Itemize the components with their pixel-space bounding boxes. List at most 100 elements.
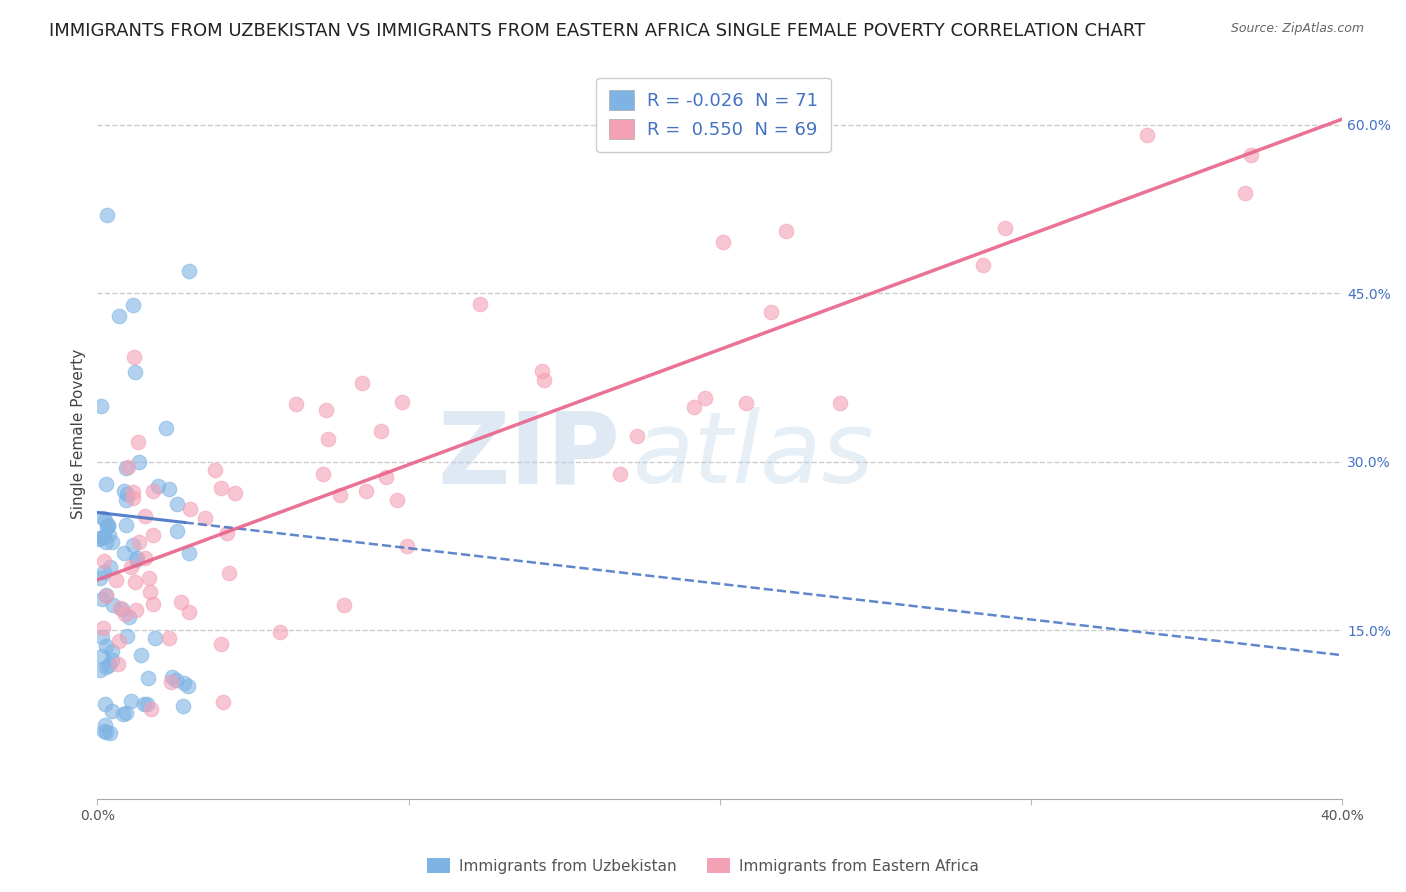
Point <box>94 535 117 549</box>
Point <box>134 550 156 565</box>
Point <box>96 589 118 603</box>
Point <box>759 304 782 318</box>
Point <box>89 663 111 677</box>
Point <box>142 597 165 611</box>
Legend: R = -0.026  N = 71, R =  0.550  N = 69: R = -0.026 N = 71, R = 0.550 N = 69 <box>596 78 831 152</box>
Point <box>100 644 122 658</box>
Point <box>127 435 149 450</box>
Point <box>124 575 146 590</box>
Point <box>159 675 181 690</box>
Point <box>711 235 734 249</box>
Point <box>93 553 115 567</box>
Point <box>316 432 339 446</box>
Point <box>775 224 797 238</box>
Point <box>89 531 111 545</box>
Text: IMMIGRANTS FROM UZBEKISTAN VS IMMIGRANTS FROM EASTERN AFRICA SINGLE FEMALE POVER: IMMIGRANTS FROM UZBEKISTAN VS IMMIGRANTS… <box>49 22 1146 40</box>
Point <box>91 649 114 664</box>
Point <box>224 486 246 500</box>
Point <box>98 657 121 672</box>
Point <box>135 697 157 711</box>
Point <box>125 553 148 567</box>
Point <box>114 607 136 621</box>
Point <box>994 220 1017 235</box>
Point <box>121 484 143 499</box>
Point <box>100 535 122 549</box>
Point <box>1136 128 1159 142</box>
Point <box>626 429 648 443</box>
Point <box>118 610 141 624</box>
Point <box>165 673 187 688</box>
Point <box>209 636 232 650</box>
Point <box>217 525 239 540</box>
Point <box>285 397 308 411</box>
Point <box>93 723 115 738</box>
Point <box>139 584 162 599</box>
Point <box>115 492 138 507</box>
Point <box>177 264 200 278</box>
Point <box>93 565 115 579</box>
Point <box>122 538 145 552</box>
Point <box>315 402 337 417</box>
Point <box>157 631 180 645</box>
Point <box>332 598 354 612</box>
Point <box>96 519 118 533</box>
Point <box>98 560 121 574</box>
Point <box>179 605 201 619</box>
Point <box>166 497 188 511</box>
Legend: Immigrants from Uzbekistan, Immigrants from Eastern Africa: Immigrants from Uzbekistan, Immigrants f… <box>420 852 986 880</box>
Point <box>94 588 117 602</box>
Point <box>112 546 135 560</box>
Point <box>312 467 335 481</box>
Point <box>609 467 631 481</box>
Point <box>90 630 112 644</box>
Point <box>160 670 183 684</box>
Point <box>94 660 117 674</box>
Point <box>114 483 136 498</box>
Point <box>179 502 201 516</box>
Point <box>157 482 180 496</box>
Point <box>101 598 124 612</box>
Point <box>1240 148 1263 162</box>
Point <box>91 510 114 524</box>
Point <box>115 629 138 643</box>
Point <box>101 653 124 667</box>
Point <box>96 208 118 222</box>
Point <box>352 376 374 391</box>
Point <box>735 396 758 410</box>
Point <box>391 395 413 409</box>
Point <box>122 491 145 505</box>
Point <box>98 528 121 542</box>
Point <box>129 648 152 662</box>
Point <box>209 481 232 495</box>
Point <box>107 309 129 323</box>
Point <box>128 535 150 549</box>
Point <box>115 460 138 475</box>
Point <box>172 699 194 714</box>
Point <box>218 566 240 580</box>
Point <box>177 546 200 560</box>
Point <box>134 508 156 523</box>
Point <box>128 455 150 469</box>
Point <box>170 595 193 609</box>
Point <box>94 697 117 711</box>
Point <box>91 621 114 635</box>
Point <box>117 460 139 475</box>
Point <box>395 539 418 553</box>
Point <box>97 519 120 533</box>
Point <box>533 373 555 387</box>
Point <box>142 528 165 542</box>
Point <box>142 484 165 499</box>
Point <box>972 258 994 272</box>
Text: ZIP: ZIP <box>437 408 620 504</box>
Point <box>132 697 155 711</box>
Point <box>114 518 136 533</box>
Point <box>194 510 217 524</box>
Point <box>177 679 200 693</box>
Point <box>96 724 118 739</box>
Point <box>139 702 162 716</box>
Point <box>211 695 233 709</box>
Point <box>148 479 170 493</box>
Point <box>695 391 717 405</box>
Point <box>269 625 291 640</box>
Point <box>124 365 146 379</box>
